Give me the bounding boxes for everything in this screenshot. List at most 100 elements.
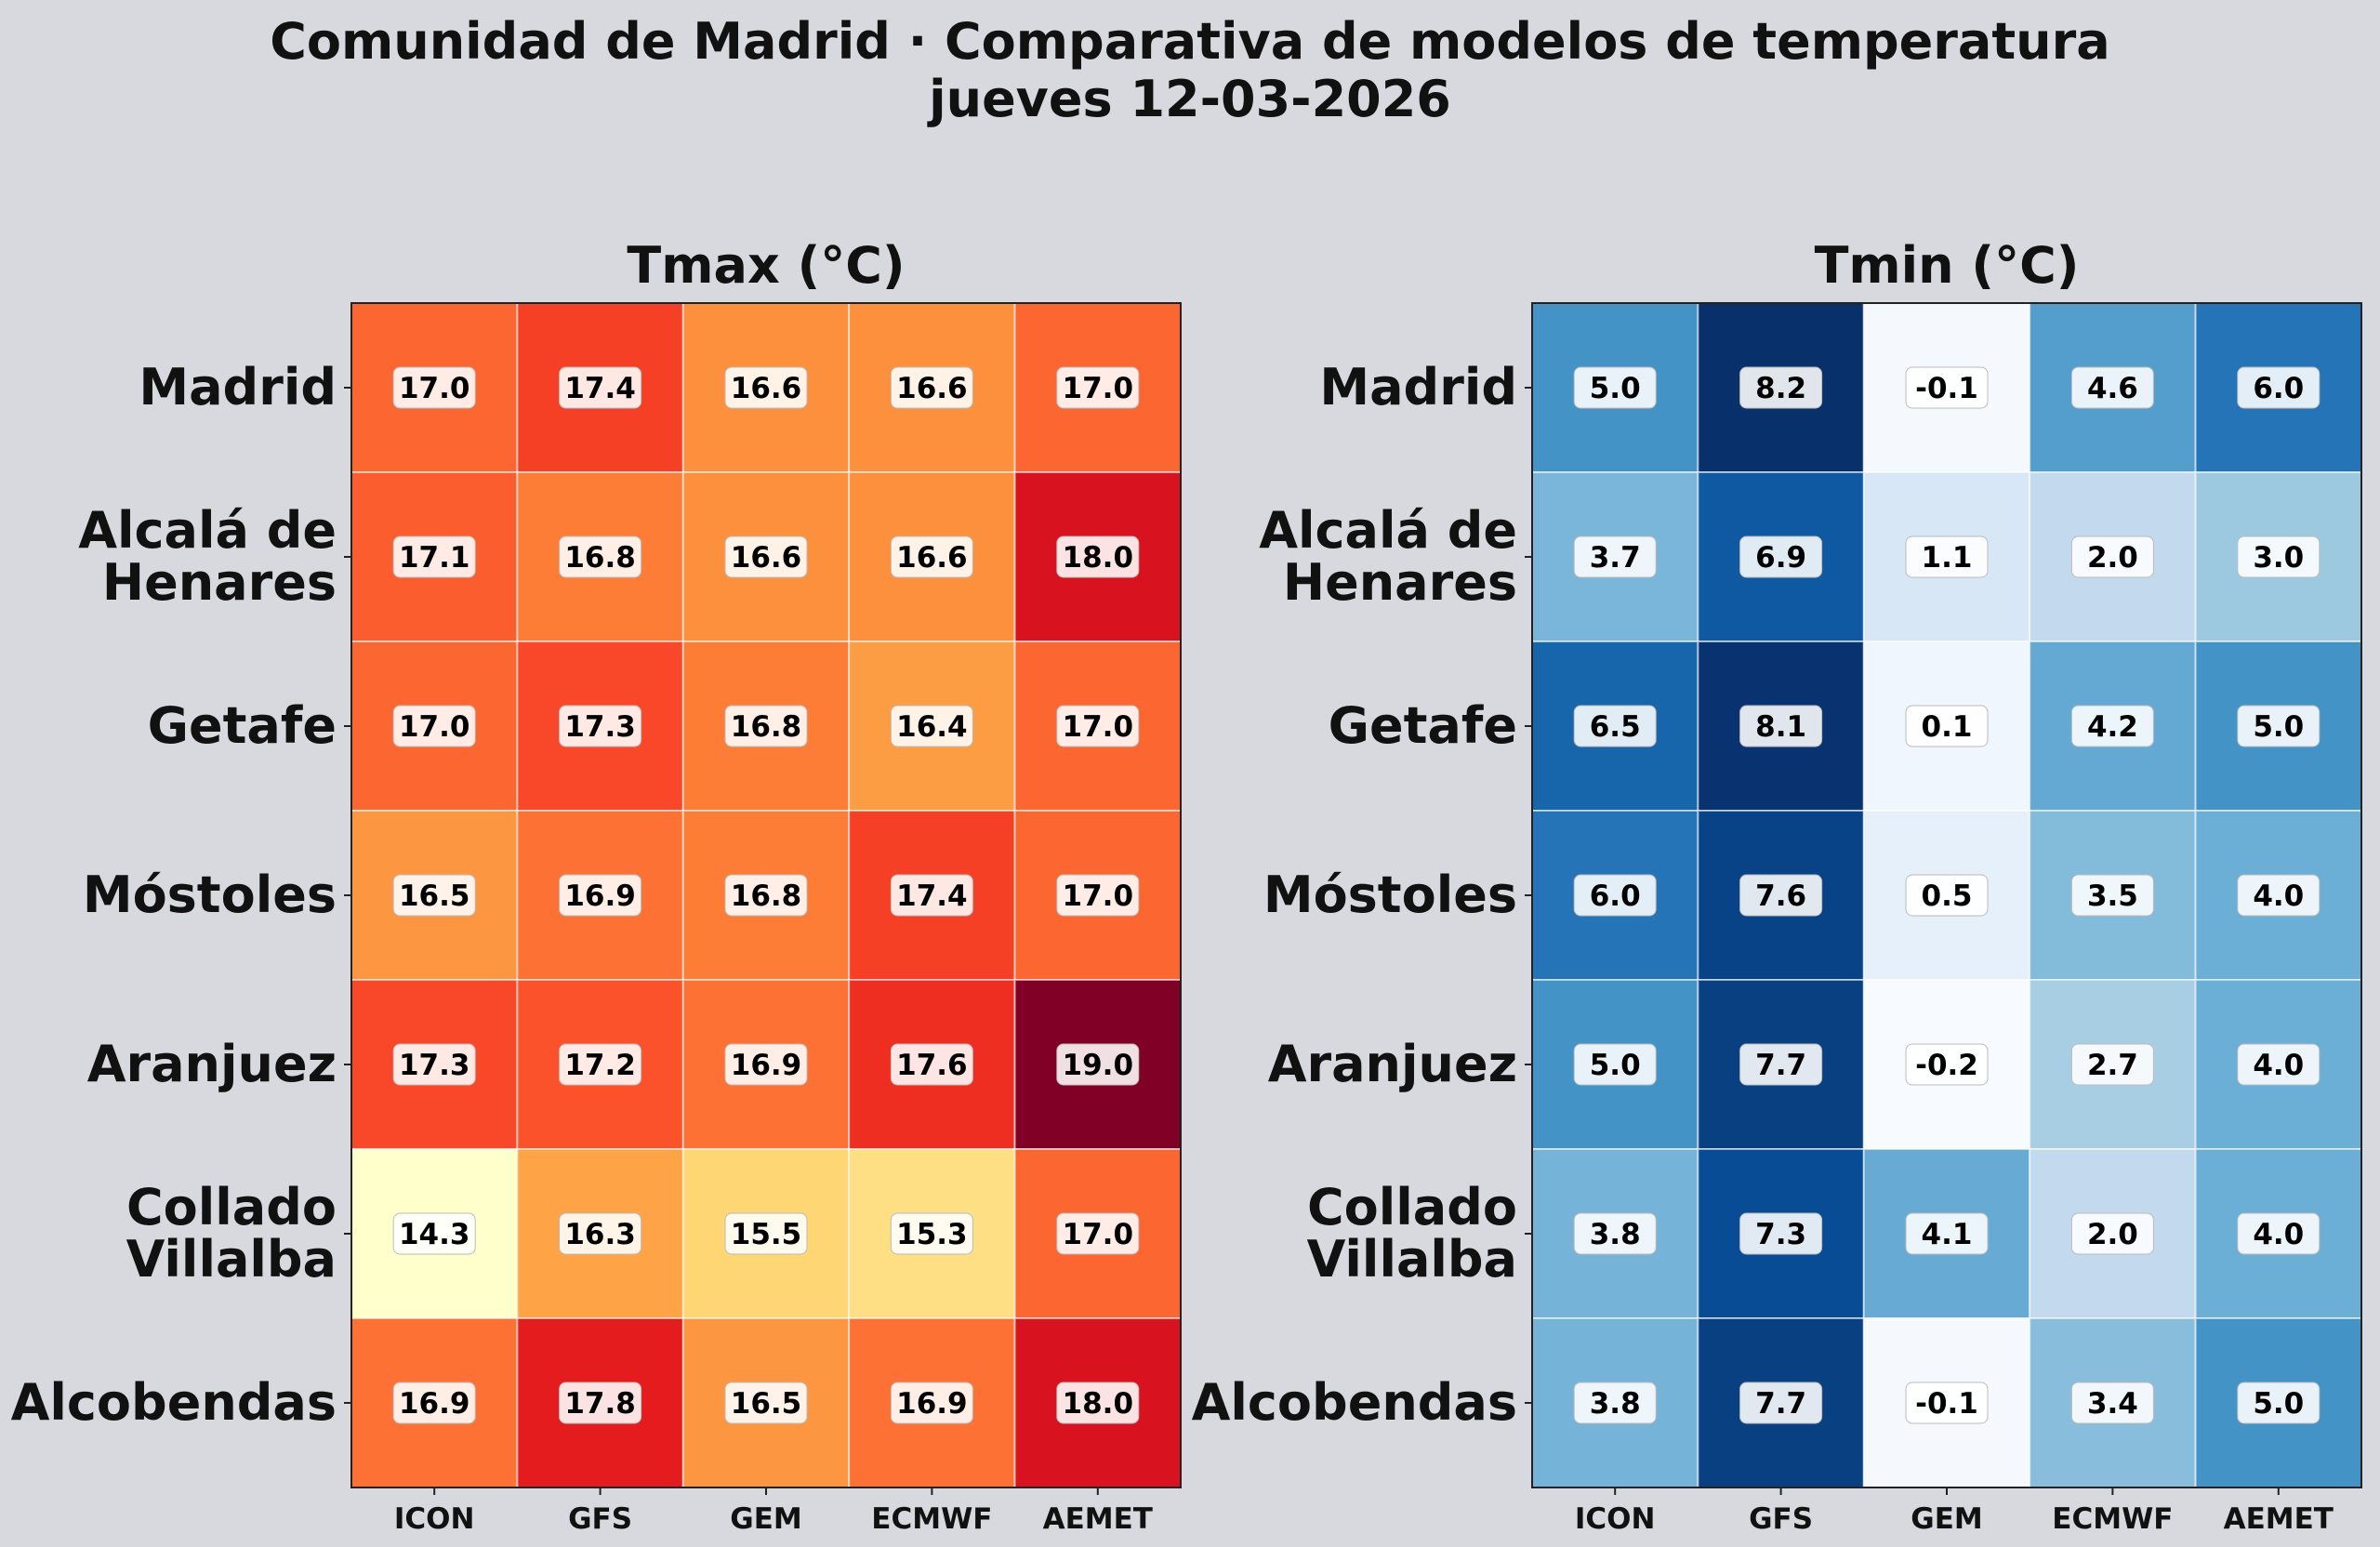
- cell-value-label: 5.0: [2253, 710, 2304, 744]
- cell-label-box: [2070, 705, 2154, 747]
- row-label: Aranjuez: [1267, 1035, 1517, 1093]
- cell-value-label: 6.9: [1755, 541, 1806, 575]
- cell-label-box: [724, 1382, 808, 1424]
- cell-value-label: 17.0: [1063, 879, 1134, 913]
- column-label: AEMET: [1042, 1502, 1153, 1536]
- column-label: ICON: [393, 1502, 475, 1536]
- cell-value-label: 1.1: [1922, 541, 1973, 575]
- cell-value-label: -0.2: [1915, 1049, 1978, 1082]
- row-label: Móstoles: [1263, 866, 1517, 924]
- cell-label-box: [559, 874, 642, 917]
- cell-label-box: [890, 366, 973, 409]
- cell-value-label: 16.9: [564, 879, 636, 913]
- cell-label-box: [1739, 1382, 1823, 1424]
- cell-value-label: 4.0: [2253, 1218, 2304, 1251]
- cell-label-box: [1739, 366, 1823, 409]
- cell-label-box: [2070, 366, 2154, 409]
- cell-value-label: 17.6: [896, 1049, 968, 1082]
- cell-label-box: [559, 366, 642, 409]
- cell-label-box: [1905, 874, 1989, 917]
- cell-value-label: 3.0: [2253, 541, 2304, 575]
- cell-label-box: [559, 1212, 642, 1255]
- cell-value-label: 17.0: [1063, 1218, 1134, 1251]
- cell-label-box: [559, 705, 642, 747]
- cell-value-label: 3.5: [2087, 879, 2138, 913]
- column-label: GFS: [568, 1502, 633, 1536]
- heatmap-cell: [848, 979, 1016, 1150]
- cell-value-label: 17.4: [896, 879, 968, 913]
- chart-subtitle: jueves 12-03-2026: [929, 70, 1451, 128]
- row-label: Getafe: [147, 696, 337, 755]
- cell-label-box: [1739, 536, 1823, 578]
- cell-label-box: [724, 366, 808, 409]
- cell-label-box: [1573, 366, 1657, 409]
- cell-label-box: [1056, 874, 1140, 917]
- cell-label-box: [392, 536, 476, 578]
- column-label: GFS: [1749, 1502, 1814, 1536]
- cell-label-box: [1573, 874, 1657, 917]
- cell-label-box: [890, 1382, 973, 1424]
- cell-value-label: 16.5: [731, 1387, 802, 1421]
- cell-value-label: 17.2: [564, 1049, 636, 1082]
- cell-value-label: 16.6: [896, 541, 968, 575]
- cell-value-label: 19.0: [1063, 1049, 1134, 1082]
- cell-value-label: 4.6: [2087, 372, 2138, 405]
- cell-value-label: 3.8: [1590, 1218, 1641, 1251]
- cell-value-label: 18.0: [1063, 1387, 1134, 1421]
- cell-value-label: 16.9: [731, 1049, 802, 1082]
- cell-value-label: 7.6: [1755, 879, 1806, 913]
- cell-value-label: 0.1: [1922, 710, 1973, 744]
- chart-title: Comunidad de Madrid · Comparativa de mod…: [270, 12, 2110, 71]
- row-label: Aranjuez: [86, 1035, 337, 1093]
- cell-label-box: [2237, 1382, 2320, 1424]
- row-label: Collado Villalba: [1306, 1178, 1517, 1289]
- cell-value-label: 17.1: [399, 541, 470, 575]
- cell-label-box: [392, 1212, 476, 1255]
- cell-value-label: 7.7: [1755, 1387, 1806, 1421]
- cell-value-label: 17.0: [1063, 372, 1134, 405]
- cell-value-label: 17.3: [399, 1049, 470, 1082]
- cell-label-box: [2070, 536, 2154, 578]
- cell-label-box: [2237, 366, 2320, 409]
- cell-label-box: [1905, 1382, 1989, 1424]
- cell-value-label: 17.0: [399, 710, 470, 744]
- column-label: GEM: [730, 1502, 802, 1536]
- cell-label-box: [1905, 1212, 1989, 1255]
- cell-value-label: 7.7: [1755, 1049, 1806, 1082]
- cell-label-box: [724, 705, 808, 747]
- cell-value-label: 17.3: [564, 710, 636, 744]
- row-label: Alcobendas: [10, 1373, 337, 1432]
- cell-value-label: 8.2: [1755, 372, 1806, 405]
- cell-label-box: [559, 536, 642, 578]
- cell-value-label: 0.5: [1922, 879, 1973, 913]
- cell-value-label: 16.6: [731, 372, 802, 405]
- cell-label-box: [2237, 536, 2320, 578]
- cell-label-box: [724, 536, 808, 578]
- cell-value-label: 16.4: [896, 710, 968, 744]
- cell-label-box: [1573, 705, 1657, 747]
- cell-label-box: [2237, 874, 2320, 917]
- cell-label-box: [724, 1212, 808, 1255]
- cell-label-box: [1905, 536, 1989, 578]
- cell-value-label: 17.4: [564, 372, 636, 405]
- column-label: ECMWF: [2052, 1502, 2174, 1536]
- heatmap-cell: [1013, 979, 1182, 1150]
- cell-label-box: [724, 1043, 808, 1086]
- cell-value-label: 5.0: [2253, 1387, 2304, 1421]
- cell-label-box: [559, 1043, 642, 1086]
- cell-label-box: [392, 1382, 476, 1424]
- cell-label-box: [1573, 1043, 1657, 1086]
- cell-value-label: 16.6: [896, 372, 968, 405]
- cell-value-label: -0.1: [1915, 372, 1978, 405]
- row-label: Alcalá de Henares: [1259, 501, 1517, 612]
- cell-label-box: [2237, 1043, 2320, 1086]
- cell-label-box: [2070, 1043, 2154, 1086]
- cell-value-label: 3.8: [1590, 1387, 1641, 1421]
- row-label: Alcobendas: [1191, 1373, 1517, 1432]
- panel-title-tmax: Tmax (°C): [627, 236, 906, 295]
- cell-value-label: 16.8: [564, 541, 636, 575]
- cell-label-box: [1739, 705, 1823, 747]
- cell-value-label: 17.8: [564, 1387, 636, 1421]
